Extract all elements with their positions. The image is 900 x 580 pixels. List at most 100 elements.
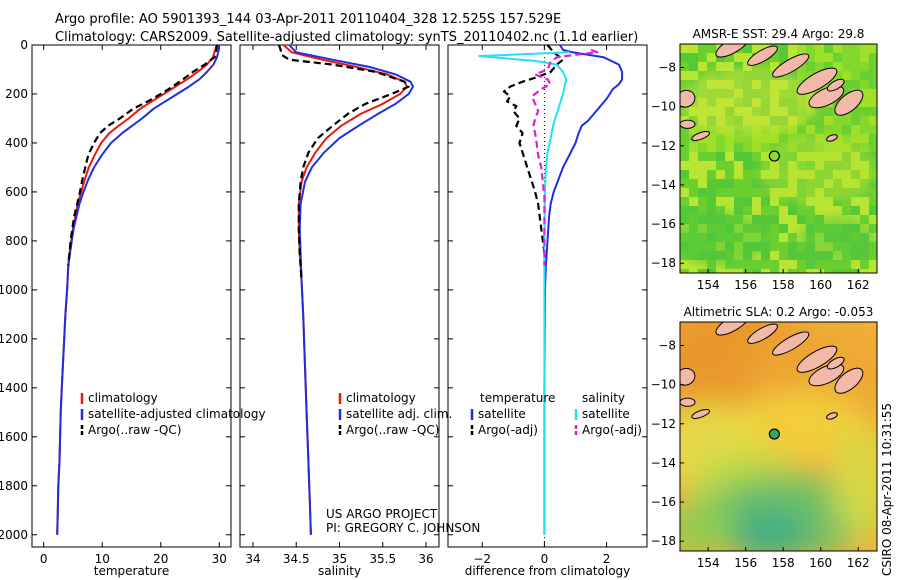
sst-pixel bbox=[716, 134, 725, 143]
series-difference-salinity-argo-adj- bbox=[530, 48, 599, 266]
sst-pixel bbox=[770, 206, 779, 215]
sst-map-y-tick-label: −14 bbox=[651, 178, 676, 192]
sst-pixel bbox=[689, 188, 698, 197]
x-tick-label-difference: −2 bbox=[473, 552, 491, 566]
sst-pixel bbox=[779, 242, 788, 251]
y-tick-label: 0 bbox=[20, 38, 28, 52]
sst-pixel bbox=[788, 251, 797, 260]
sst-pixel bbox=[743, 179, 752, 188]
sst-pixel bbox=[869, 215, 877, 224]
sst-map-blobs bbox=[680, 66, 877, 267]
sst-pixel bbox=[752, 260, 761, 269]
sst-pixel bbox=[725, 161, 734, 170]
x-tick-label-salinity: 36 bbox=[418, 552, 433, 566]
sst-pixel bbox=[869, 251, 877, 260]
sla-map-y-tick-label: −18 bbox=[651, 534, 676, 548]
sst-pixel bbox=[779, 44, 788, 53]
sst-pixel bbox=[869, 71, 877, 80]
sst-pixel bbox=[680, 161, 689, 170]
panel-frame-difference bbox=[447, 44, 648, 548]
sst-map-island bbox=[747, 45, 778, 66]
sla-map-title: Altimetric SLA: 0.2 Argo: -0.053 bbox=[684, 305, 874, 319]
sst-pixel bbox=[815, 269, 824, 273]
sst-pixel bbox=[869, 62, 877, 71]
sst-pixel bbox=[752, 179, 761, 188]
sst-pixel bbox=[743, 62, 752, 71]
sst-pixel bbox=[680, 197, 689, 206]
sst-pixel bbox=[779, 215, 788, 224]
sst-pixel bbox=[725, 188, 734, 197]
sst-map-x-tick-label: 158 bbox=[772, 278, 795, 292]
sst-pixel bbox=[752, 161, 761, 170]
sst-pixel bbox=[698, 125, 707, 134]
y-tick-label: 400 bbox=[5, 136, 28, 150]
sst-pixel bbox=[851, 125, 860, 134]
x-axis-label-temperature: temperature bbox=[94, 564, 169, 578]
sst-pixel bbox=[824, 260, 833, 269]
sst-pixel bbox=[869, 197, 877, 206]
sst-pixel bbox=[788, 134, 797, 143]
sst-pixel bbox=[689, 161, 698, 170]
sst-pixel bbox=[806, 62, 815, 71]
sst-pixel bbox=[689, 197, 698, 206]
sst-pixel bbox=[851, 53, 860, 62]
sst-map-x-tick-label: 162 bbox=[847, 278, 870, 292]
sst-map-island bbox=[680, 89, 696, 108]
sst-pixel bbox=[869, 224, 877, 233]
sst-pixel bbox=[680, 170, 689, 179]
figure-title-line-1: Argo profile: AO 5901393_144 03-Apr-2011… bbox=[55, 12, 562, 27]
sst-pixel bbox=[851, 134, 860, 143]
sst-pixel bbox=[797, 44, 806, 53]
sst-pixel bbox=[779, 206, 788, 215]
sst-pixel bbox=[824, 53, 833, 62]
sst-pixel bbox=[689, 125, 698, 134]
sst-pixel bbox=[860, 260, 869, 269]
sst-pixel bbox=[788, 242, 797, 251]
sst-pixel bbox=[725, 206, 734, 215]
sst-pixel bbox=[689, 143, 698, 152]
sst-pixel bbox=[797, 260, 806, 269]
sst-pixel bbox=[869, 179, 877, 188]
sla-map-island bbox=[834, 367, 864, 394]
sst-pixel bbox=[779, 197, 788, 206]
sst-pixel bbox=[806, 251, 815, 260]
sst-pixel bbox=[779, 224, 788, 233]
series-temperature-satellite-adjusted-climatology bbox=[56, 44, 221, 535]
sst-pixel bbox=[725, 197, 734, 206]
sst-pixel bbox=[824, 44, 833, 53]
sst-pixel bbox=[680, 80, 689, 89]
sst-pixel bbox=[680, 143, 689, 152]
sst-pixel bbox=[788, 44, 797, 53]
sst-pixel bbox=[743, 206, 752, 215]
sst-pixel bbox=[689, 53, 698, 62]
sst-pixel bbox=[716, 62, 725, 71]
sst-map-y-tick-label: −16 bbox=[651, 217, 676, 231]
sst-pixel bbox=[860, 251, 869, 260]
sla-map-y-tick-label: −10 bbox=[651, 378, 676, 392]
y-tick-label: 1800 bbox=[0, 479, 28, 493]
sst-pixel bbox=[869, 188, 877, 197]
sst-pixel bbox=[806, 116, 815, 125]
sla-map-island bbox=[808, 363, 845, 387]
sst-pixel bbox=[734, 179, 743, 188]
sst-map-island bbox=[796, 67, 838, 95]
sla-map-x-tick-label: 160 bbox=[809, 556, 832, 570]
sst-pixel bbox=[680, 269, 689, 273]
sst-pixel bbox=[680, 125, 689, 134]
legend-diff-salinity-heading: salinity bbox=[582, 391, 625, 405]
sst-pixel bbox=[680, 134, 689, 143]
sst-pixel bbox=[788, 215, 797, 224]
sst-pixel bbox=[689, 44, 698, 53]
sst-pixel bbox=[725, 170, 734, 179]
sst-pixel bbox=[851, 62, 860, 71]
sst-pixel bbox=[869, 125, 877, 134]
sst-pixel bbox=[779, 260, 788, 269]
sst-pixel bbox=[698, 71, 707, 80]
sst-pixel bbox=[770, 269, 779, 273]
sst-pixel bbox=[743, 44, 752, 53]
sst-pixel bbox=[851, 44, 860, 53]
sst-pixel bbox=[680, 260, 689, 269]
sst-pixel bbox=[680, 152, 689, 161]
sla-map-island bbox=[826, 412, 838, 420]
